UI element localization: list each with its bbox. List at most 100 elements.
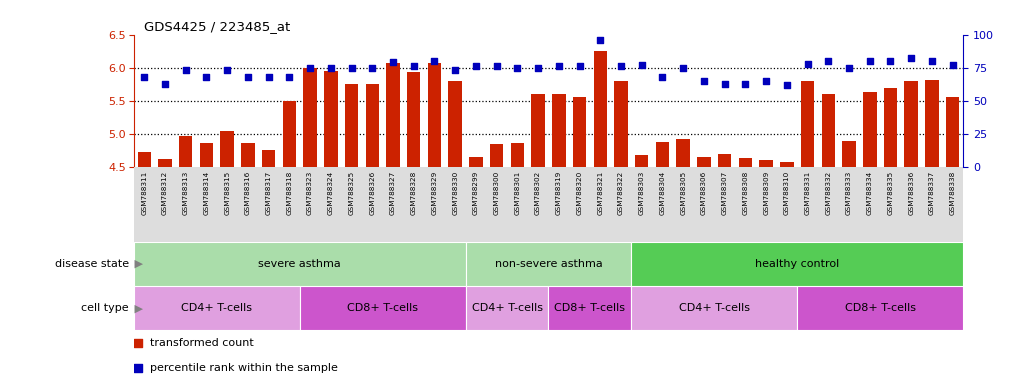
Bar (134, 242, 466, 286)
Point (198, 74, 214, 80)
Point (468, 63, 484, 70)
Bar (636, 155, 649, 167)
Bar (200, 142, 213, 167)
Bar (946, 98, 959, 167)
Text: CD4+ T-cells: CD4+ T-cells (679, 303, 750, 313)
Text: ▶: ▶ (131, 259, 143, 269)
Text: CD8+ T-cells: CD8+ T-cells (845, 303, 916, 313)
Point (613, 63, 629, 70)
Bar (300, 286, 466, 330)
Bar (304, 68, 317, 167)
Text: GSM788319: GSM788319 (556, 171, 561, 215)
Point (883, 58, 899, 64)
Point (426, 58, 443, 64)
Text: severe asthma: severe asthma (259, 259, 341, 269)
Point (654, 74, 671, 80)
Text: cell type: cell type (81, 303, 129, 313)
Bar (179, 136, 193, 167)
Text: GSM788322: GSM788322 (618, 171, 624, 215)
Bar (780, 162, 793, 167)
Text: GSM788331: GSM788331 (804, 171, 811, 215)
Bar (718, 154, 731, 167)
Text: GSM788332: GSM788332 (825, 171, 831, 215)
Point (737, 81, 754, 87)
Text: GSM788325: GSM788325 (348, 171, 354, 215)
Text: GSM788303: GSM788303 (639, 171, 645, 215)
Bar (466, 286, 549, 330)
Bar (134, 286, 300, 330)
Point (861, 58, 878, 64)
Text: GSM788301: GSM788301 (514, 171, 520, 215)
Bar (282, 101, 296, 167)
Bar (407, 72, 420, 167)
Point (903, 55, 920, 61)
Text: disease state: disease state (55, 259, 129, 269)
Point (302, 65, 318, 71)
Point (447, 67, 464, 73)
Point (695, 78, 712, 84)
Point (261, 74, 277, 80)
Text: GSM788312: GSM788312 (162, 171, 168, 215)
Bar (324, 71, 338, 167)
Text: GSM788320: GSM788320 (577, 171, 583, 215)
Text: percentile rank within the sample: percentile rank within the sample (150, 362, 339, 373)
Point (551, 63, 568, 70)
Bar (262, 151, 275, 167)
Text: GSM788302: GSM788302 (536, 171, 541, 215)
Point (157, 81, 173, 87)
Text: GSM788324: GSM788324 (328, 171, 334, 215)
Text: GSM788326: GSM788326 (370, 171, 375, 215)
Point (758, 78, 775, 84)
Point (343, 65, 359, 71)
Bar (531, 94, 545, 167)
Text: GSM788328: GSM788328 (411, 171, 417, 215)
Bar (697, 157, 711, 167)
Bar (656, 142, 670, 167)
Bar (241, 142, 254, 167)
Bar (552, 94, 565, 167)
Point (779, 82, 795, 88)
Bar (366, 84, 379, 167)
Bar (904, 81, 918, 167)
Text: GSM788305: GSM788305 (680, 171, 686, 215)
Bar (386, 63, 400, 167)
Point (364, 65, 380, 71)
Point (406, 63, 422, 70)
Text: GSM788306: GSM788306 (701, 171, 707, 215)
Bar (822, 94, 835, 167)
Point (509, 65, 525, 71)
Bar (677, 139, 690, 167)
Bar (159, 159, 172, 167)
Point (572, 63, 588, 70)
Text: GSM788327: GSM788327 (390, 171, 396, 215)
Bar (843, 141, 856, 167)
Bar (220, 131, 234, 167)
Text: GSM788309: GSM788309 (763, 171, 769, 215)
Text: GSM788338: GSM788338 (950, 171, 956, 215)
Text: CD4+ T-cells: CD4+ T-cells (181, 303, 252, 313)
Text: GSM788317: GSM788317 (266, 171, 272, 215)
Text: GSM788300: GSM788300 (493, 171, 500, 215)
Bar (466, 242, 631, 286)
Bar (884, 88, 897, 167)
Point (592, 37, 609, 43)
Bar (614, 81, 627, 167)
Point (820, 58, 836, 64)
Bar (863, 92, 877, 167)
Bar (490, 144, 504, 167)
Text: GSM788321: GSM788321 (597, 171, 604, 215)
Text: CD8+ T-cells: CD8+ T-cells (554, 303, 625, 313)
Point (130, 365, 146, 371)
Bar (470, 157, 483, 167)
Point (136, 74, 152, 80)
Point (840, 65, 857, 71)
Text: GSM788314: GSM788314 (204, 171, 209, 215)
Bar (448, 81, 461, 167)
Text: GSM788334: GSM788334 (867, 171, 872, 215)
Text: GSM788330: GSM788330 (452, 171, 458, 215)
Text: CD4+ T-cells: CD4+ T-cells (472, 303, 543, 313)
Point (219, 67, 236, 73)
Point (799, 61, 816, 67)
Text: healthy control: healthy control (755, 259, 839, 269)
Point (717, 81, 733, 87)
